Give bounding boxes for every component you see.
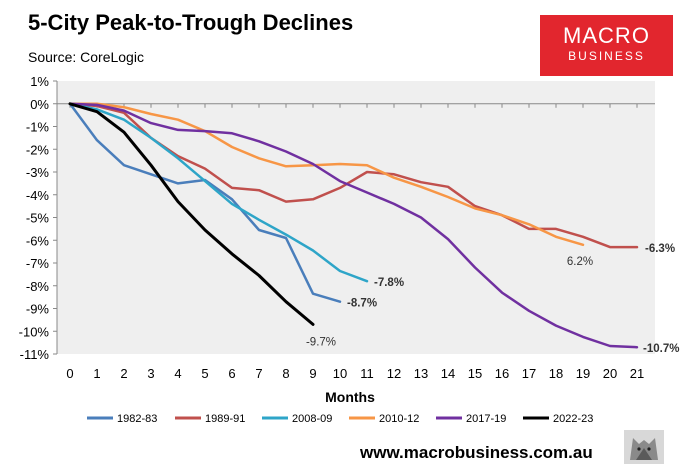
legend-label-2017-19: 2017-19 (466, 413, 506, 425)
data-label-2022-23: -9.7% (306, 336, 336, 348)
x-tick-label: 19 (576, 366, 590, 381)
series-line-2017-19 (68, 102, 639, 349)
chart-title: 5-City Peak-to-Trough Declines (28, 10, 354, 35)
y-tick-label: 1% (30, 74, 49, 89)
y-tick-label: -2% (26, 142, 50, 157)
data-label-2008-09: -7.8% (374, 277, 404, 289)
x-tick-label: 16 (495, 366, 509, 381)
y-tick-label: 0% (30, 97, 49, 112)
legend-label-2010-12: 2010-12 (379, 413, 419, 425)
x-tick-label: 6 (228, 366, 235, 381)
x-tick-label: 4 (174, 366, 181, 381)
plot-area (57, 81, 655, 354)
data-label-2010-12: 6.2% (567, 256, 593, 268)
x-tick-label: 1 (93, 366, 100, 381)
x-tick-label: 0 (66, 366, 73, 381)
y-tick-label: -10% (19, 324, 50, 339)
x-tick-label: 11 (360, 366, 374, 381)
x-tick-label: 18 (549, 366, 563, 381)
chart-source: Source: CoreLogic (28, 49, 144, 65)
x-tick-label: 9 (309, 366, 316, 381)
website-url: www.macrobusiness.com.au (360, 443, 593, 462)
macrobusiness-logo: MACRO BUSINESS (540, 15, 673, 76)
series-line-2010-12 (68, 102, 585, 247)
x-tick-label: 20 (603, 366, 617, 381)
legend-label-1982-83: 1982-83 (117, 413, 157, 425)
data-label-2017-19: -10.7% (643, 343, 679, 355)
x-tick-label: 8 (282, 366, 289, 381)
x-tick-label: 2 (120, 366, 127, 381)
x-axis-title: Months (325, 389, 375, 405)
x-tick-label: 13 (414, 366, 428, 381)
x-tick-label: 14 (441, 366, 455, 381)
x-tick-label: 15 (468, 366, 482, 381)
x-tick-label: 7 (255, 366, 262, 381)
y-tick-label: -9% (26, 302, 50, 317)
x-tick-label: 17 (522, 366, 536, 381)
y-tick-label: -3% (26, 165, 50, 180)
logo-line-1: MACRO (563, 23, 650, 48)
legend-label-2008-09: 2008-09 (292, 413, 332, 425)
y-tick-label: -8% (26, 279, 50, 294)
x-tick-label: 12 (387, 366, 401, 381)
series-line-2008-09 (68, 102, 369, 283)
series-line-2022-23 (68, 102, 315, 326)
legend-label-2022-23: 2022-23 (553, 413, 593, 425)
y-tick-label: -6% (26, 233, 50, 248)
x-tick-label: 5 (201, 366, 208, 381)
y-tick-label: -11% (20, 347, 50, 362)
y-tick-label: -1% (26, 120, 50, 135)
logo-line-2: BUSINESS (568, 49, 645, 63)
x-tick-label: 10 (333, 366, 347, 381)
data-label-1982-83: -8.7% (347, 298, 377, 310)
x-tick-label: 21 (630, 366, 644, 381)
y-tick-label: -4% (26, 188, 50, 203)
wolf-mascot-icon (624, 430, 664, 464)
data-label-1989-91: -6.3% (645, 243, 675, 255)
legend-label-1989-91: 1989-91 (205, 413, 245, 425)
x-tick-label: 3 (147, 366, 154, 381)
y-tick-label: -7% (26, 256, 50, 271)
y-tick-label: -5% (26, 211, 50, 226)
